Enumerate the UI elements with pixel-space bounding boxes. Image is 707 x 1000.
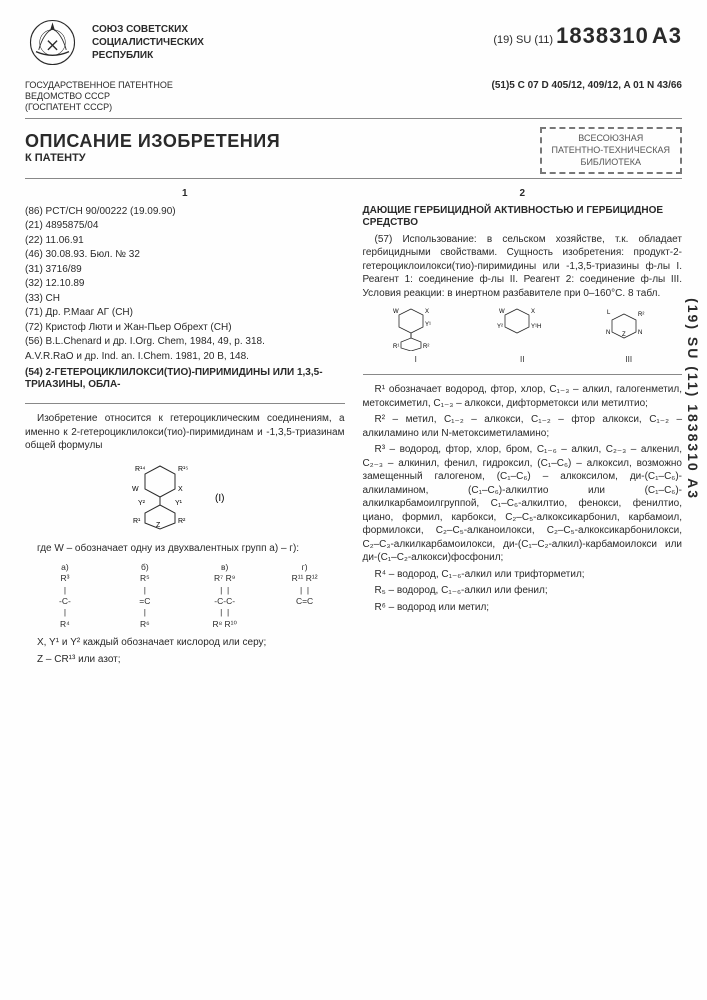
column-1: 1 (86) PCT/CH 90/00222 (19.09.90) (21) 4… <box>25 187 345 669</box>
biblio-71: (71) Др. Р.Мааг АГ (CH) <box>25 306 345 320</box>
svg-text:R²: R² <box>423 344 429 350</box>
ipc-classification: (51)5 C 07 D 405/12, 409/12, A 01 N 43/6… <box>491 80 682 112</box>
struct-label-3: III <box>604 355 654 366</box>
stamp-line3: БИБЛИОТЕКА <box>552 157 670 169</box>
col1-number: 1 <box>25 187 345 201</box>
to-patent: К ПАТЕНТУ <box>25 152 280 164</box>
gospatent-line3: (ГОСПАТЕНТ СССР) <box>25 102 173 113</box>
doc-num: 1838310 <box>556 23 649 48</box>
divider-line <box>25 118 682 119</box>
biblio-56a: (56) B.L.Chenard и др. I.Org. Chem, 1984… <box>25 335 345 349</box>
svg-text:Z: Z <box>156 522 161 529</box>
group-d: г)R¹¹ R¹²| |C=C <box>265 562 345 631</box>
svg-text:Y²: Y² <box>497 324 503 330</box>
svg-text:W: W <box>132 486 139 493</box>
group-a: а)R³|-C-|R⁴ <box>25 562 105 631</box>
structure-3: L R² Z N N III <box>604 306 654 366</box>
svg-text:(I): (I) <box>215 493 224 504</box>
country-code: (19) SU <box>493 34 531 46</box>
main-title: ОПИСАНИЕ ИЗОБРЕТЕНИЯ <box>25 131 280 152</box>
doc-num-prefix: (11) <box>534 34 553 46</box>
svg-text:R¹: R¹ <box>393 344 399 350</box>
r6-def: R⁶ – водород или метил; <box>363 601 683 615</box>
union-line3: РЕСПУБЛИК <box>92 49 204 62</box>
biblio-21: (21) 4895875/04 <box>25 219 345 233</box>
gospatent-line1: ГОСУДАРСТВЕННОЕ ПАТЕНТНОЕ <box>25 80 173 91</box>
ussr-emblem-icon <box>25 15 80 70</box>
groups-row: а)R³|-C-|R⁴ б)R⁵|=C|R⁶ в)R⁷ R⁹| |-C-C-| … <box>25 562 345 631</box>
side-patent-label: (19) SU (11) 1838310 A3 <box>685 298 701 500</box>
svg-text:W: W <box>499 309 505 315</box>
svg-text:W: W <box>393 309 399 315</box>
divider-line-2 <box>25 178 682 179</box>
intro-para: Изобретение относится к гетероциклически… <box>25 412 345 453</box>
svg-text:X: X <box>425 309 429 315</box>
patent-number-block: (19) SU (11) 1838310 A3 <box>216 15 682 49</box>
r5-def: R₅ – водород, C₁₋₆-алкил или фенил; <box>363 584 683 598</box>
column-2: 2 ДАЮЩИЕ ГЕРБИЦИДНОЙ АКТИВНОСТЬЮ И ГЕРБИ… <box>363 187 683 669</box>
svg-text:N: N <box>638 330 642 336</box>
biblio-46: (46) 30.08.93. Бюл. № 32 <box>25 248 345 262</box>
biblio-22: (22) 11.06.91 <box>25 234 345 248</box>
biblio-54: (54) 2-ГЕТЕРОЦИКЛИЛОКСИ(ТИО)-ПИРИМИДИНЫ … <box>25 367 345 391</box>
svg-text:R¹: R¹ <box>133 518 141 525</box>
biblio-56b: A.V.R.RaO и др. Ind. an. I.Chem. 1981, 2… <box>25 350 345 364</box>
gospatent-block: ГОСУДАРСТВЕННОЕ ПАТЕНТНОЕ ВЕДОМСТВО СССР… <box>25 80 173 112</box>
svg-text:Y¹H: Y¹H <box>531 324 541 330</box>
svg-text:X: X <box>178 486 183 493</box>
union-name: СОЮЗ СОВЕТСКИХ СОЦИАЛИСТИЧЕСКИХ РЕСПУБЛИ… <box>92 15 204 62</box>
union-line2: СОЦИАЛИСТИЧЕСКИХ <box>92 36 204 49</box>
group-b: б)R⁵|=C|R⁶ <box>105 562 185 631</box>
biblio-33: (33) CH <box>25 292 345 306</box>
abstract-text: (57) Использование: в сельском хозяйстве… <box>363 233 683 301</box>
title-continuation: ДАЮЩИЕ ГЕРБИЦИДНОЙ АКТИВНОСТЬЮ И ГЕРБИЦИ… <box>363 205 683 229</box>
svg-text:R²: R² <box>178 518 186 525</box>
biblio-32: (32) 12.10.89 <box>25 277 345 291</box>
svg-text:L: L <box>607 310 611 316</box>
r1-def: R¹ обозначает водород, фтор, хлор, C₁₋₃ … <box>363 383 683 410</box>
r4-def: R⁴ – водород, C₁₋₆-алкил или трифтормети… <box>363 568 683 582</box>
struct-label-1: I <box>391 355 441 366</box>
svg-text:R²: R² <box>638 312 644 318</box>
biblio-72: (72) Кристоф Люти и Жан-Пьер Обрехт (CH) <box>25 321 345 335</box>
structure-1: W X Y¹ R¹ R² I <box>391 306 441 366</box>
formula-1-structure: R¹⁴ R¹⁵ W X Y² Y¹ R¹ Z R² (I) <box>25 461 345 534</box>
svg-text:Y²: Y² <box>138 500 146 507</box>
svg-text:R¹⁵: R¹⁵ <box>178 466 188 473</box>
library-stamp: ВСЕСОЮЗНАЯ ПАТЕНТНО-ТЕХНИЧЕСКАЯ БИБЛИОТЕ… <box>540 127 682 174</box>
r3-def: R³ – водород, фтор, хлор, бром, C₁₋₆ – а… <box>363 443 683 565</box>
biblio-86: (86) PCT/CH 90/00222 (19.09.90) <box>25 205 345 219</box>
col2-number: 2 <box>363 187 683 201</box>
biblio-31: (31) 3716/89 <box>25 263 345 277</box>
where-w: где W – обозначает одну из двухвалентных… <box>25 542 345 556</box>
svg-text:R¹⁴: R¹⁴ <box>135 466 145 473</box>
gospatent-line2: ВЕДОМСТВО СССР <box>25 91 173 102</box>
group-c: в)R⁷ R⁹| |-C-C-| |R⁸ R¹⁰ <box>185 562 265 631</box>
r2-def: R² – метил, C₁₋₂ – алкокси, C₁₋₂ – фтор … <box>363 413 683 440</box>
svg-text:X: X <box>531 309 535 315</box>
z-line: Z – CR¹³ или азот; <box>25 653 345 667</box>
mid-divider-2 <box>363 374 683 375</box>
stamp-line1: ВСЕСОЮЗНАЯ <box>552 133 670 145</box>
stamp-line2: ПАТЕНТНО-ТЕХНИЧЕСКАЯ <box>552 145 670 157</box>
structure-2: W X Y² Y¹H II <box>497 306 547 366</box>
struct-label-2: II <box>497 355 547 366</box>
ipc-codes: C 07 D 405/12, 409/12, A 01 N 43/66 <box>518 80 682 91</box>
kind-code: A3 <box>652 23 682 48</box>
svg-text:Y¹: Y¹ <box>175 500 183 507</box>
union-line1: СОЮЗ СОВЕТСКИХ <box>92 23 204 36</box>
xy-line: X, Y¹ и Y² каждый обозначает кислород ил… <box>25 636 345 650</box>
ipc-prefix: (51)5 <box>491 80 514 91</box>
mid-divider <box>25 403 345 404</box>
svg-text:Z: Z <box>622 332 626 338</box>
svg-text:Y¹: Y¹ <box>425 322 431 328</box>
mini-structures-row: W X Y¹ R¹ R² I W X Y² Y¹H II L R² Z N N III <box>363 306 683 366</box>
svg-text:N: N <box>606 330 610 336</box>
